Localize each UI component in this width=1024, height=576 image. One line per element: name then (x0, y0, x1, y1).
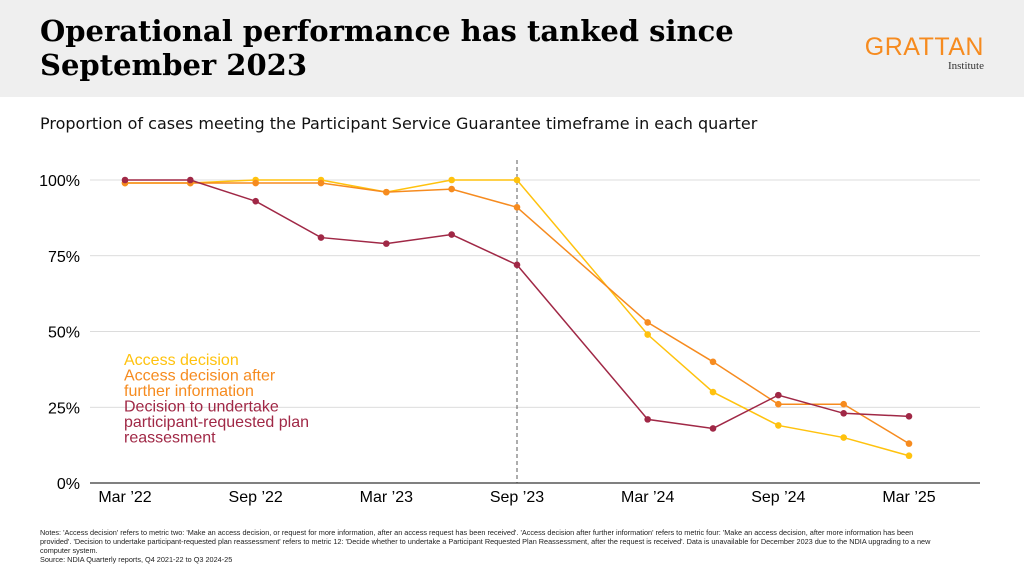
data-point (709, 358, 717, 366)
gridlines (90, 179, 980, 484)
legend-label: Access decision after (124, 368, 276, 385)
source-text: Source: NDIA Quarterly reports, Q4 2021-… (40, 555, 233, 564)
series-points (121, 176, 913, 460)
y-tick-label: 50% (48, 325, 80, 342)
series-line-0 (125, 179, 910, 457)
data-point (644, 319, 651, 326)
page-title: Operational performance has tanked since… (40, 14, 734, 82)
data-point (448, 185, 455, 193)
data-point (448, 231, 455, 238)
grattan-logo: GRATTAN Institute (865, 34, 984, 72)
y-tick-label: 25% (48, 400, 80, 417)
data-point (252, 197, 259, 205)
data-point (775, 400, 782, 408)
data-point (317, 234, 325, 241)
series-lines (125, 179, 910, 457)
data-point (709, 388, 717, 396)
y-tick-label: 100% (39, 173, 80, 190)
legend-label: participant-requested plan (124, 414, 309, 431)
logo-subtitle: Institute (947, 60, 984, 72)
data-point (905, 452, 913, 460)
data-point (709, 425, 717, 432)
header-band: Operational performance has tanked since… (0, 0, 1024, 97)
logo-name: GRATTAN (864, 33, 984, 61)
data-point (775, 391, 782, 399)
data-point (252, 179, 259, 187)
x-tick-label: Sep ’22 (229, 489, 283, 506)
data-point (840, 434, 847, 441)
data-point (840, 410, 847, 417)
chart-subtitle: Proportion of cases meeting the Particip… (40, 114, 758, 133)
series-line-2 (125, 179, 910, 430)
x-tick-label: Mar ’22 (98, 489, 151, 506)
legend-label: Access decision (124, 352, 239, 369)
data-point (383, 188, 390, 196)
data-point (644, 331, 651, 338)
data-point (121, 176, 129, 184)
data-point (905, 413, 913, 420)
x-tick-label: Mar ’25 (882, 489, 935, 506)
data-point (513, 176, 521, 184)
x-tick-label: Mar ’24 (621, 489, 674, 506)
y-tick-label: 75% (48, 249, 80, 266)
data-point (513, 203, 521, 211)
x-tick-label: Mar ’23 (360, 489, 413, 506)
x-axis: Mar ’22 Sep ’22 Mar ’23 Sep ’23 Mar ’24 Sep ’… (98, 489, 935, 506)
legend-label: further information (124, 383, 254, 400)
legend-label: reassesment (124, 430, 216, 447)
data-point (644, 416, 651, 423)
data-point (905, 440, 913, 447)
x-tick-label: Sep ’23 (490, 489, 544, 506)
data-point (187, 176, 194, 184)
y-tick-label: 0% (57, 476, 80, 493)
y-axis: 0% 25% 50% 75% 100% (39, 173, 80, 493)
data-point (448, 176, 455, 184)
notes-block: Notes: 'Access decision' refers to metri… (40, 528, 940, 564)
notes-text: Notes: 'Access decision' refers to metri… (40, 528, 931, 555)
series-line-1 (125, 182, 910, 445)
data-point (840, 400, 847, 408)
legend-label: Decision to undertake (124, 399, 279, 416)
data-point (513, 261, 521, 269)
data-point (383, 240, 390, 247)
data-point (775, 422, 782, 429)
x-tick-label: Sep ’24 (751, 489, 805, 506)
data-point (317, 179, 325, 187)
